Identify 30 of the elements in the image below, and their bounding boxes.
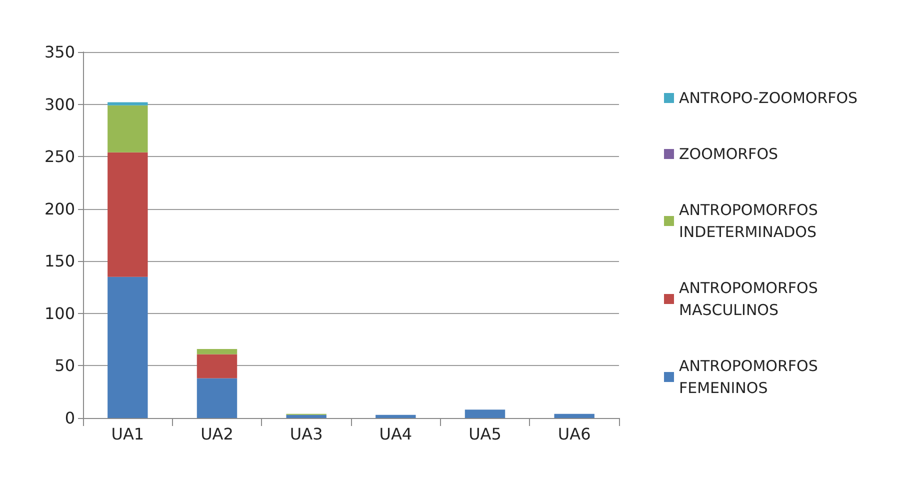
bar: [464, 410, 506, 418]
legend-label: ANTROPOMORFOS INDETERMINADOS: [679, 201, 823, 241]
y-tick-label: 300: [44, 94, 75, 114]
bar: [196, 378, 238, 418]
legend-label: ZOOMORFOS: [679, 145, 778, 163]
bar: [108, 105, 148, 152]
bar: [554, 414, 594, 418]
x-tick-label: UA6: [558, 424, 591, 444]
y-tick-label: 200: [44, 199, 75, 218]
legend-label: ANTROPOMORFOS FEMENINOS: [679, 357, 823, 397]
y-tick-label: 250: [44, 147, 75, 166]
x-tick-label: UA4: [379, 424, 412, 444]
bar: [108, 276, 148, 418]
x-tick-label: UA5: [468, 424, 502, 444]
x-tick-label: UA1: [111, 424, 144, 444]
bar: [196, 354, 238, 378]
legend-label: ANTROPOMORFOS MASCULINOS: [679, 279, 823, 319]
y-tick-label: 150: [44, 252, 75, 271]
bar: [108, 102, 148, 106]
legend-label: ANTROPO-ZOOMORFOS: [679, 89, 858, 107]
x-tick-label: UA2: [200, 424, 234, 444]
bar: [108, 152, 148, 277]
x-tick-label: UA3: [290, 424, 323, 444]
bar: [286, 414, 326, 418]
bar: [376, 414, 416, 418]
bar: [196, 348, 238, 354]
y-tick-label: 100: [44, 304, 75, 323]
y-tick-label: 0: [64, 408, 75, 428]
y-tick-label: 350: [44, 42, 75, 62]
y-tick-label: 50: [54, 356, 75, 376]
